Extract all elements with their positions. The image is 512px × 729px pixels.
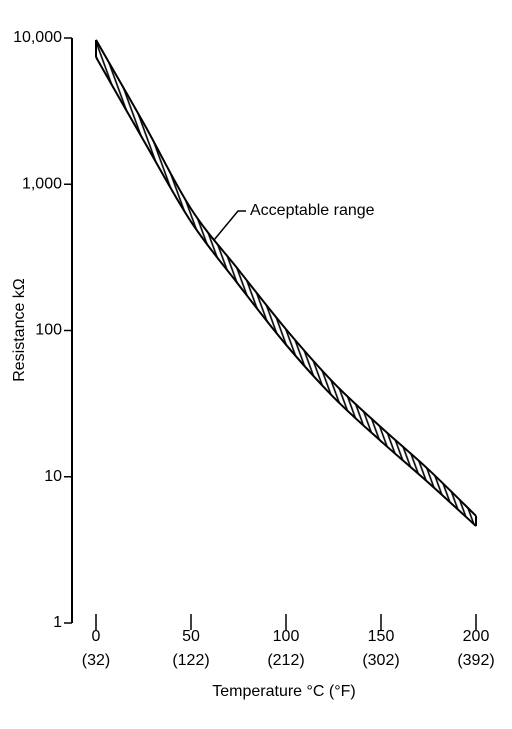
x-tick-sublabel: (392) xyxy=(457,652,494,669)
x-tick-label: 150 xyxy=(368,628,395,645)
x-tick-label: 100 xyxy=(273,628,300,645)
y-tick-label: 100 xyxy=(35,322,62,339)
annotation-leader xyxy=(213,210,246,241)
x-tick-sublabel: (212) xyxy=(267,652,304,669)
band-fill xyxy=(96,39,476,527)
x-tick-label: 50 xyxy=(182,628,200,645)
x-tick-sublabel: (302) xyxy=(362,652,399,669)
x-tick-label: 200 xyxy=(463,628,490,645)
x-tick-label: 0 xyxy=(92,628,101,645)
y-axis-title: Resistance kΩ xyxy=(11,278,28,382)
x-tick-sublabel: (122) xyxy=(172,652,209,669)
annotation: Acceptable range xyxy=(250,202,375,219)
x-axis-title: Temperature °C (°F) xyxy=(212,683,356,700)
lower-bound xyxy=(95,56,477,527)
y-tick-label: 1 xyxy=(53,614,62,631)
y-tick-label: 1,000 xyxy=(22,175,62,192)
upper-bound xyxy=(95,39,477,517)
y-tick-label: 10 xyxy=(44,468,62,485)
y-tick-label: 10,000 xyxy=(13,29,62,46)
x-tick-sublabel: (32) xyxy=(82,652,110,669)
